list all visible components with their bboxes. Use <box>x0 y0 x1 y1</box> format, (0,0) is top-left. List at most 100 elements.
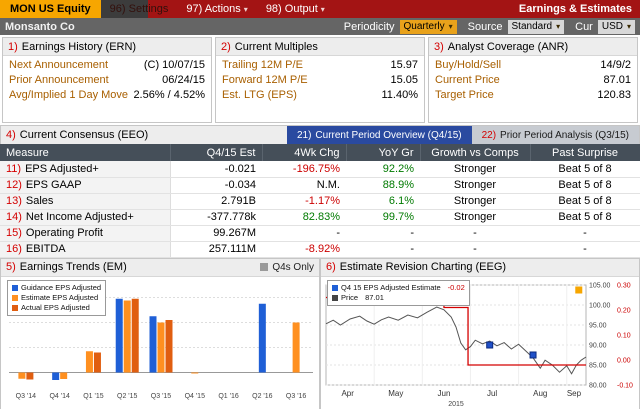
section-number: 4) <box>6 129 16 141</box>
field-label: Target Price <box>435 89 494 101</box>
yoy-gr-cell: - <box>346 241 420 258</box>
svg-text:Q1 '16: Q1 '16 <box>218 393 239 400</box>
field-value: 11.40% <box>381 89 419 101</box>
top-menu-bar: MON US Equity 96) Settings 97) Actions ▾… <box>0 0 640 18</box>
4wk-chg-cell: 82.83% <box>262 209 346 226</box>
col-past-surprise[interactable]: Past Surprise <box>530 144 640 161</box>
col-estimate[interactable]: Q4/15 Est <box>170 144 263 161</box>
earnings-trends-chart[interactable]: Q3 '14 Q4 '14 Q1 '15 Q2 '15 Q3 '15 Q4 '15 Q1 '… <box>1 277 319 409</box>
menu-output[interactable]: 98) Output ▾ <box>257 0 334 18</box>
measure-cell[interactable]: 16) EBITDA <box>0 241 171 258</box>
menu-actions[interactable]: 97) Actions ▾ <box>177 0 256 18</box>
chevron-down-icon: ▾ <box>243 4 248 14</box>
svg-text:0.10: 0.10 <box>617 332 631 339</box>
q4s-only-toggle[interactable]: Q4s Only <box>260 262 314 273</box>
currency-dropdown[interactable]: USD ▾ <box>597 19 635 34</box>
svg-text:Q4 '15: Q4 '15 <box>185 393 206 400</box>
consensus-table: Measure Q4/15 Est 4Wk Chg YoY Gr Growth … <box>0 144 640 258</box>
svg-text:0.20: 0.20 <box>617 307 631 314</box>
measure-cell[interactable]: 13) Sales <box>0 193 171 210</box>
field-label: Forward 12M P/E <box>222 74 308 86</box>
legend-item: Estimate EPS Adjusted <box>12 293 101 303</box>
growth-vs-comps-cell: Stronger <box>420 209 530 226</box>
consensus-row[interactable]: 15) Operating Profit 99.267M - - - - <box>0 225 640 242</box>
panel-title: Earnings History (ERN) <box>21 40 137 53</box>
tab-number: 21) <box>296 129 312 141</box>
security-ticker[interactable]: MON US Equity <box>0 0 101 18</box>
past-surprise-cell: Beat 5 of 8 <box>530 209 640 226</box>
svg-text:Q3 '14: Q3 '14 <box>16 393 37 400</box>
earnings-trends-legend: Guidance EPS Adjusted Estimate EPS Adjust… <box>7 279 107 316</box>
key-value-row: Est. LTG (EPS) 11.40% <box>216 86 424 101</box>
periodicity-dropdown[interactable]: Quarterly ▾ <box>399 19 457 34</box>
consensus-row[interactable]: 16) EBITDA 257.111M -8.92% - - - <box>0 241 640 258</box>
col-4wk-chg[interactable]: 4Wk Chg <box>262 144 347 161</box>
col-growth-vs-comps[interactable]: Growth vs Comps <box>420 144 531 161</box>
periodicity-label: Periodicity <box>343 20 395 33</box>
panel-earnings-history: 1) Earnings History (ERN) Next Announcem… <box>2 37 212 123</box>
consensus-title[interactable]: 4) Current Consensus (EEO) <box>1 126 148 144</box>
consensus-table-header-row: Measure Q4/15 Est 4Wk Chg YoY Gr Growth … <box>0 144 640 161</box>
field-label: Buy/Hold/Sell <box>435 59 502 71</box>
measure-cell[interactable]: 15) Operating Profit <box>0 225 171 242</box>
legend-swatch-icon <box>12 304 18 311</box>
svg-text:Q4 '14: Q4 '14 <box>49 393 70 400</box>
panel-earnings-history-header[interactable]: 1) Earnings History (ERN) <box>3 38 211 56</box>
security-bar: Monsanto Co Periodicity Quarterly ▾ Sour… <box>0 18 640 35</box>
security-name: Monsanto Co <box>5 20 75 33</box>
4wk-chg-cell: N.M. <box>262 177 346 194</box>
svg-text:Apr: Apr <box>341 389 354 398</box>
growth-vs-comps-cell: - <box>420 241 530 258</box>
legend-item: Guidance EPS Adjusted <box>12 283 101 293</box>
measure-cell[interactable]: 11) EPS Adjusted+ <box>0 161 171 178</box>
growth-vs-comps-cell: Stronger <box>420 177 530 194</box>
estimate-revision-header[interactable]: 6) Estimate Revision Charting (EEG) <box>321 258 639 277</box>
section-number: 6) <box>326 261 336 273</box>
field-value: (C) 10/07/15 <box>143 59 205 71</box>
consensus-row[interactable]: 12) EPS GAAP -0.034 N.M. 88.9% Stronger Beat 5… <box>0 177 640 194</box>
growth-vs-comps-cell: - <box>420 225 530 242</box>
consensus-row[interactable]: 14) Net Income Adjusted+ -377.778k 82.83% 99… <box>0 209 640 226</box>
tab-current-period-overview[interactable]: 21) Current Period Overview (Q4/15) <box>286 126 472 144</box>
tab-prior-period-analysis[interactable]: 22) Prior Period Analysis (Q3/15) <box>471 126 639 144</box>
source-dropdown[interactable]: Standard ▾ <box>507 19 565 34</box>
consensus-section: 4) Current Consensus (EEO) 21) Current P… <box>0 125 640 258</box>
field-label: Current Price <box>435 74 500 86</box>
legend-swatch-icon <box>12 294 18 301</box>
4wk-chg-cell: -8.92% <box>262 241 346 258</box>
menu-settings[interactable]: 96) Settings <box>109 3 169 15</box>
estimate-cell: -377.778k <box>170 209 262 226</box>
panel-earnings-history-rows: Next Announcement (C) 10/07/15 Prior Annou… <box>3 56 211 101</box>
svg-text:Sep: Sep <box>567 389 582 398</box>
col-measure[interactable]: Measure <box>0 144 171 161</box>
field-value: 06/24/15 <box>162 74 205 86</box>
panel-number: 2) <box>221 40 231 53</box>
chevron-down-icon: ▾ <box>320 4 325 14</box>
measure-cell[interactable]: 14) Net Income Adjusted+ <box>0 209 171 226</box>
consensus-row[interactable]: 11) EPS Adjusted+ -0.021 -196.75% 92.2% Stron… <box>0 161 640 178</box>
field-value: 120.83 <box>597 89 631 101</box>
svg-text:Q2 '15: Q2 '15 <box>117 393 138 400</box>
svg-text:0.30: 0.30 <box>617 282 631 289</box>
4wk-chg-cell: -1.17% <box>262 193 346 210</box>
panel-analyst-coverage-header[interactable]: 3) Analyst Coverage (ANR) <box>429 38 637 56</box>
menu-actions-label: 97) Actions <box>186 3 241 15</box>
key-value-row: Trailing 12M P/E 15.97 <box>216 56 424 71</box>
chevron-down-icon: ▾ <box>626 22 631 31</box>
4wk-chg-cell: -196.75% <box>262 161 346 178</box>
tab-label: Prior Period Analysis (Q3/15) <box>500 129 629 141</box>
source-label: Source <box>467 20 503 33</box>
svg-text:Jul: Jul <box>487 389 497 398</box>
estimate-cell: 2.791B <box>170 193 262 210</box>
chevron-down-icon: ▾ <box>556 22 561 31</box>
consensus-row[interactable]: 13) Sales 2.791B -1.17% 6.1% Stronger Beat 5 o… <box>0 193 640 210</box>
col-yoy-gr[interactable]: YoY Gr <box>346 144 421 161</box>
svg-text:Q3 '15: Q3 '15 <box>151 393 172 400</box>
legend-item: Price 87.01 <box>332 293 465 303</box>
panel-current-multiples-header[interactable]: 2) Current Multiples <box>216 38 424 56</box>
source-value: Standard <box>511 21 553 32</box>
svg-text:105.00: 105.00 <box>589 282 611 289</box>
earnings-trends-header[interactable]: 5) Earnings Trends (EM) Q4s Only <box>1 258 319 277</box>
measure-cell[interactable]: 12) EPS GAAP <box>0 177 171 194</box>
